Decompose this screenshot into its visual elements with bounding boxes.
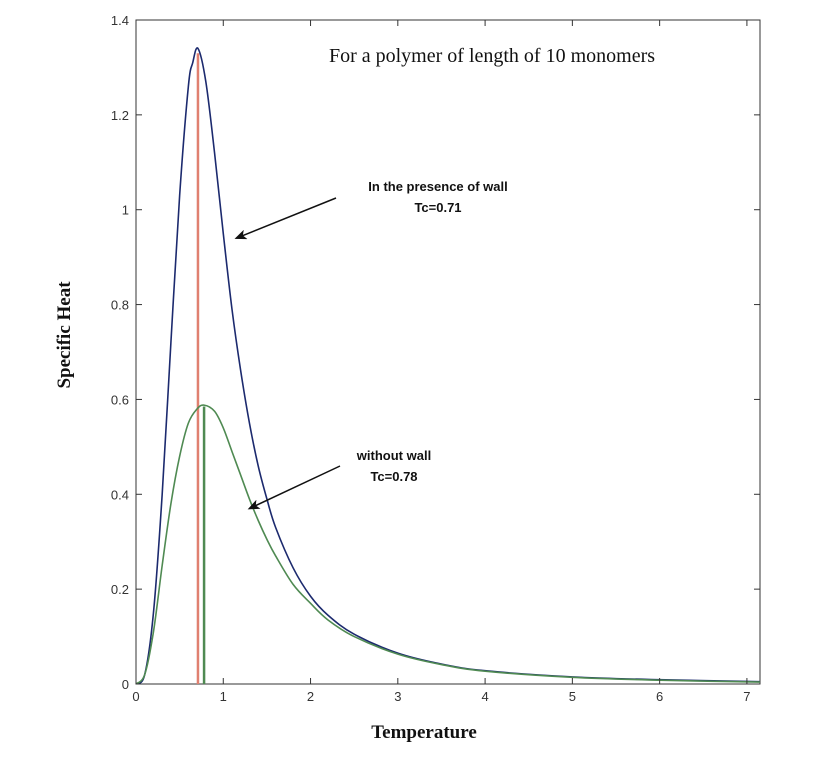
x-tick-label: 5 (569, 689, 576, 704)
y-tick-label: 0.4 (111, 487, 129, 502)
x-tick-label: 4 (481, 689, 488, 704)
annotation-nowall-line1: without wall (356, 448, 431, 463)
y-tick-label: 0.2 (111, 582, 129, 597)
x-tick-label: 2 (307, 689, 314, 704)
annotations: In the presence of wall Tc=0.71 without … (234, 179, 508, 510)
x-axis-title: Temperature (371, 722, 477, 743)
x-tick-label: 0 (132, 689, 139, 704)
y-tick-label: 1.4 (111, 13, 129, 28)
y-tick-label: 0.6 (111, 392, 129, 407)
vertical-lines (196, 53, 206, 684)
arrow-nowall (247, 465, 341, 510)
x-tick-label: 1 (220, 689, 227, 704)
x-tick-label: 6 (656, 689, 663, 704)
y-tick-label: 1 (122, 203, 129, 218)
annotation-nowall-line2: Tc=0.78 (370, 469, 417, 484)
chart-title: For a polymer of length of 10 monomers (329, 45, 655, 67)
x-tick-label: 7 (743, 689, 750, 704)
plot-area (135, 19, 761, 685)
axis-ticks: 0 1 2 3 4 5 6 7 0 0.2 0.4 0.6 0.8 1 1.2 1.4 (111, 13, 760, 704)
annotation-wall-line2: Tc=0.71 (414, 200, 461, 215)
y-tick-label: 1.2 (111, 108, 129, 123)
x-tick-label: 3 (394, 689, 401, 704)
arrow-wall (234, 197, 337, 240)
annotation-wall-line1: In the presence of wall (368, 179, 507, 194)
y-tick-label: 0.8 (111, 298, 129, 313)
y-axis-title: Specific Heat (54, 281, 75, 389)
y-tick-label: 0 (122, 677, 129, 692)
